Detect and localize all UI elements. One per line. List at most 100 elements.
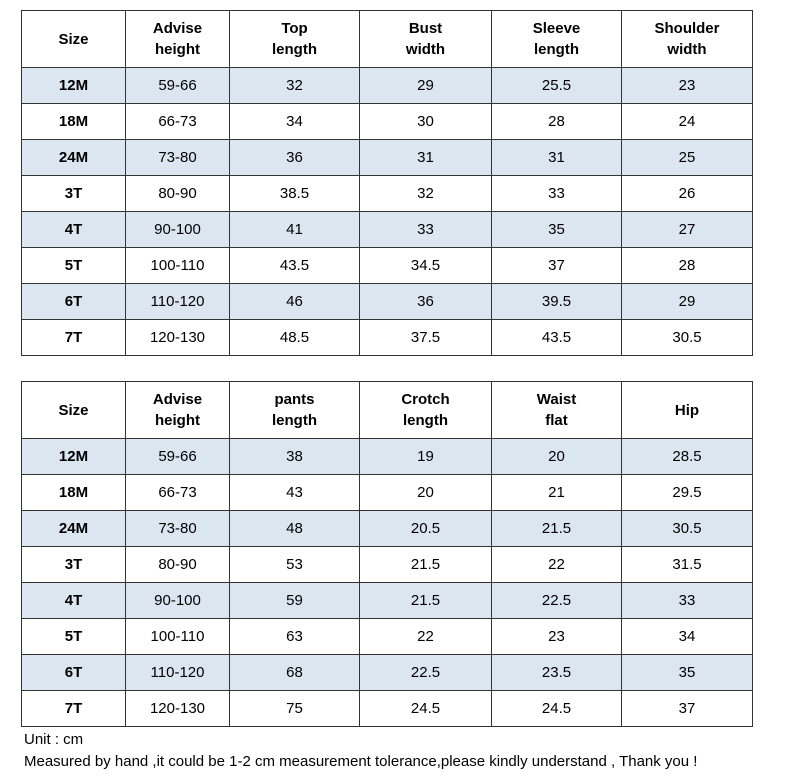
table-cell: 37 bbox=[621, 690, 753, 727]
table-cell: 48 bbox=[229, 510, 360, 547]
table-cell: 20.5 bbox=[359, 510, 492, 547]
table-cell: 20 bbox=[359, 474, 492, 511]
table-cell: 25 bbox=[621, 139, 753, 176]
table-cell: 53 bbox=[229, 546, 360, 583]
table-cell: 36 bbox=[359, 283, 492, 320]
header-cell: Hip bbox=[621, 381, 753, 439]
table-cell: 23 bbox=[491, 618, 622, 655]
table-row: 18M 66-73 43 20 21 29.5 bbox=[21, 474, 753, 511]
table-cell: 63 bbox=[229, 618, 360, 655]
table-cell: 27 bbox=[621, 211, 753, 248]
size-cell: 5T bbox=[21, 618, 126, 655]
size-cell: 4T bbox=[21, 211, 126, 248]
table-row: 18M 66-73 34 30 28 24 bbox=[21, 103, 753, 140]
header-cell: Top length bbox=[229, 10, 360, 68]
table-cell: 75 bbox=[229, 690, 360, 727]
table-cell: 68 bbox=[229, 654, 360, 691]
table-cell: 43 bbox=[229, 474, 360, 511]
table-cell: 21.5 bbox=[359, 546, 492, 583]
size-table: Size Advise height Top length Bust width Sle… bbox=[21, 10, 753, 356]
table-cell: 32 bbox=[359, 175, 492, 212]
table-cell: 120-130 bbox=[125, 690, 230, 727]
table-row: 3T 80-90 53 21.5 22 31.5 bbox=[21, 546, 753, 583]
header-cell: Crotch length bbox=[359, 381, 492, 439]
table-cell: 100-110 bbox=[125, 247, 230, 284]
table-cell: 28 bbox=[491, 103, 622, 140]
table-cell: 23.5 bbox=[491, 654, 622, 691]
table-cell: 30.5 bbox=[621, 319, 753, 356]
size-cell: 5T bbox=[21, 247, 126, 284]
table-row: 5T 100-110 63 22 23 34 bbox=[21, 618, 753, 655]
table-cell: 120-130 bbox=[125, 319, 230, 356]
table-cell: 38.5 bbox=[229, 175, 360, 212]
header-row: Size Advise height pants length Crotch leng… bbox=[21, 381, 753, 439]
table-cell: 32 bbox=[229, 67, 360, 104]
table-cell: 33 bbox=[359, 211, 492, 248]
table-cell: 59-66 bbox=[125, 67, 230, 104]
table-cell: 29.5 bbox=[621, 474, 753, 511]
table-cell: 30 bbox=[359, 103, 492, 140]
table-cell: 37 bbox=[491, 247, 622, 284]
header-cell: pants length bbox=[229, 381, 360, 439]
table-row: 24M 73-80 48 20.5 21.5 30.5 bbox=[21, 510, 753, 547]
table-cell: 36 bbox=[229, 139, 360, 176]
table-cell: 21.5 bbox=[359, 582, 492, 619]
size-cell: 12M bbox=[21, 67, 126, 104]
table-cell: 21.5 bbox=[491, 510, 622, 547]
table-cell: 24 bbox=[621, 103, 753, 140]
table-cell: 66-73 bbox=[125, 474, 230, 511]
header-cell: Sleeve length bbox=[491, 10, 622, 68]
size-cell: 18M bbox=[21, 474, 126, 511]
table-cell: 35 bbox=[491, 211, 622, 248]
table-cell: 31 bbox=[359, 139, 492, 176]
table-cell: 28.5 bbox=[621, 438, 753, 475]
size-cell: 24M bbox=[21, 510, 126, 547]
note: Measured by hand ,it could be 1-2 cm mea… bbox=[24, 753, 698, 770]
table-cell: 19 bbox=[359, 438, 492, 475]
table-row: 5T 100-110 43.5 34.5 37 28 bbox=[21, 247, 753, 284]
table-cell: 80-90 bbox=[125, 546, 230, 583]
table-cell: 46 bbox=[229, 283, 360, 320]
size-table: Size Advise height pants length Crotch leng… bbox=[21, 381, 753, 727]
table-cell: 41 bbox=[229, 211, 360, 248]
table-cell: 20 bbox=[491, 438, 622, 475]
table-cell: 80-90 bbox=[125, 175, 230, 212]
table-cell: 66-73 bbox=[125, 103, 230, 140]
header-cell: Size bbox=[21, 381, 126, 439]
table-cell: 34 bbox=[229, 103, 360, 140]
table-cell: 90-100 bbox=[125, 582, 230, 619]
table-cell: 29 bbox=[621, 283, 753, 320]
header-cell: Advise height bbox=[125, 381, 230, 439]
table-cell: 22 bbox=[491, 546, 622, 583]
table-cell: 24.5 bbox=[491, 690, 622, 727]
note: Unit : cm bbox=[24, 731, 84, 748]
table-cell: 35 bbox=[621, 654, 753, 691]
table-cell: 25.5 bbox=[491, 67, 622, 104]
table-cell: 90-100 bbox=[125, 211, 230, 248]
size-cell: 7T bbox=[21, 319, 126, 356]
table-cell: 73-80 bbox=[125, 139, 230, 176]
size-cell: 12M bbox=[21, 438, 126, 475]
table-cell: 21 bbox=[491, 474, 622, 511]
table-row: 4T 90-100 41 33 35 27 bbox=[21, 211, 753, 248]
header-cell: Size bbox=[21, 10, 126, 68]
table-cell: 110-120 bbox=[125, 654, 230, 691]
table-cell: 22.5 bbox=[491, 582, 622, 619]
table-cell: 31 bbox=[491, 139, 622, 176]
table-cell: 110-120 bbox=[125, 283, 230, 320]
table-cell: 59-66 bbox=[125, 438, 230, 475]
table-cell: 33 bbox=[491, 175, 622, 212]
table-row: 24M 73-80 36 31 31 25 bbox=[21, 139, 753, 176]
table-cell: 100-110 bbox=[125, 618, 230, 655]
table-cell: 28 bbox=[621, 247, 753, 284]
table-row: 12M 59-66 32 29 25.5 23 bbox=[21, 67, 753, 104]
table-cell: 23 bbox=[621, 67, 753, 104]
table-cell: 26 bbox=[621, 175, 753, 212]
table-row: 7T 120-130 48.5 37.5 43.5 30.5 bbox=[21, 319, 753, 356]
size-cell: 6T bbox=[21, 654, 126, 691]
size-cell: 3T bbox=[21, 175, 126, 212]
size-cell: 18M bbox=[21, 103, 126, 140]
header-cell: Bust width bbox=[359, 10, 492, 68]
size-cell: 3T bbox=[21, 546, 126, 583]
size-cell: 24M bbox=[21, 139, 126, 176]
